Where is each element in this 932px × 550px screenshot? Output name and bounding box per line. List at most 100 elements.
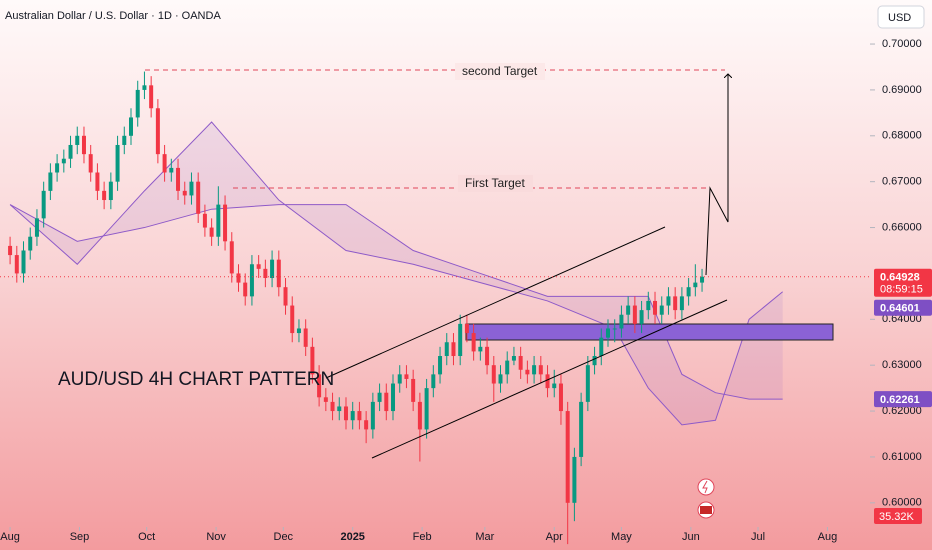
candle-body [619,314,624,329]
y-tick-label: 0.66000 [882,221,922,233]
candle-body [162,154,167,173]
candle-body [68,144,73,159]
x-tick-label: Sep [70,531,90,543]
candle-body [693,282,698,288]
candle-layer [8,71,705,545]
candle-body [34,218,39,237]
candle-body [404,374,409,379]
pattern-label: AUD/USD 4H CHART PATTERN [58,369,334,390]
cloud-fill [10,122,783,425]
support-zone [465,323,834,341]
candle-body [102,190,107,201]
candle-body [626,305,631,315]
candle-body [323,397,328,402]
x-tick-label: Jun [682,531,700,543]
candle-body [632,305,637,324]
candle-body [55,163,60,173]
y-tick-label: 0.63000 [882,359,922,371]
candle-body [310,346,315,375]
candle-body [176,167,181,191]
y-tick-label: 0.61000 [882,451,922,463]
candle-body [585,365,590,402]
x-tick-label: Aug [818,531,838,543]
second-target-label: second Target [462,64,538,78]
candle-body [659,305,664,315]
candle-body [115,144,120,182]
candle-body [209,227,214,237]
y-tick-label: 0.64000 [882,313,922,325]
candle-body [525,369,530,375]
candle-body [243,282,248,297]
candle-body [283,287,288,306]
y-tick-label: 0.70000 [882,38,922,50]
last-price-label: 0.64928 [880,272,920,284]
y-tick-label: 0.60000 [882,497,922,509]
candle-body [350,411,355,421]
candle-body [290,305,295,334]
cloud-layer [9,121,783,426]
candle-body [256,264,261,269]
cloud-price-box [874,299,932,316]
candle-body [444,342,449,357]
candle-body [491,365,496,384]
candle-body [142,85,147,90]
y-tick-label: 0.67000 [882,176,922,188]
event-icon[interactable] [697,478,715,496]
candle-body [592,356,597,366]
candle-body [8,245,13,256]
candle-body [538,365,543,375]
candle-body [108,181,113,201]
candle-body [155,108,160,155]
currency-button[interactable] [877,5,925,29]
candle-body [216,204,221,237]
candle-body [41,190,46,219]
candle-body [129,117,134,136]
candle-body [296,328,301,334]
candle-body [48,172,53,191]
y-tick-label: 0.68000 [882,130,922,142]
channel-upper [325,226,666,379]
candle-body [21,250,26,274]
flag-glyph [700,506,712,514]
candle-body [337,406,342,412]
candle-body [451,342,456,357]
first-target-label: First Target [465,176,525,190]
candle-body [377,392,382,402]
cloud-price-label: 0.64601 [880,303,920,315]
x-tick-label: May [611,531,632,543]
last-price-box [874,268,932,297]
x-tick-label: Mar [475,531,494,543]
candle-body [478,346,483,352]
candle-body [317,374,322,398]
candle-body [431,374,436,389]
volume-label: 35.32K [879,511,915,523]
x-tick-label: Oct [138,531,155,543]
cloud-lower [9,204,783,400]
candle-body [276,259,281,288]
candle-body [673,296,678,311]
volume-box [874,508,922,524]
candle-body [612,328,617,330]
candle-body [579,401,584,457]
candle-body [485,346,490,366]
candle-body [700,276,705,283]
candle-body [149,85,154,109]
candle-body [605,328,610,338]
candle-body [498,374,503,384]
x-tick-label: Dec [274,531,294,543]
candle-body [196,181,201,214]
candle-body [565,411,570,503]
candle-body [471,333,476,352]
candle-body [343,406,348,421]
candle-body [122,135,127,145]
cloud-price-label: 0.62261 [880,394,920,406]
candle-body [558,383,563,412]
candle-body [88,154,93,173]
chart-title: Australian Dollar / U.S. Dollar · 1D · O… [5,10,221,22]
x-tick-label: Feb [413,531,432,543]
x-tick-label: Aug [0,531,20,543]
candle-body [249,264,254,297]
candle-body [330,401,335,412]
candle-body [364,420,369,430]
